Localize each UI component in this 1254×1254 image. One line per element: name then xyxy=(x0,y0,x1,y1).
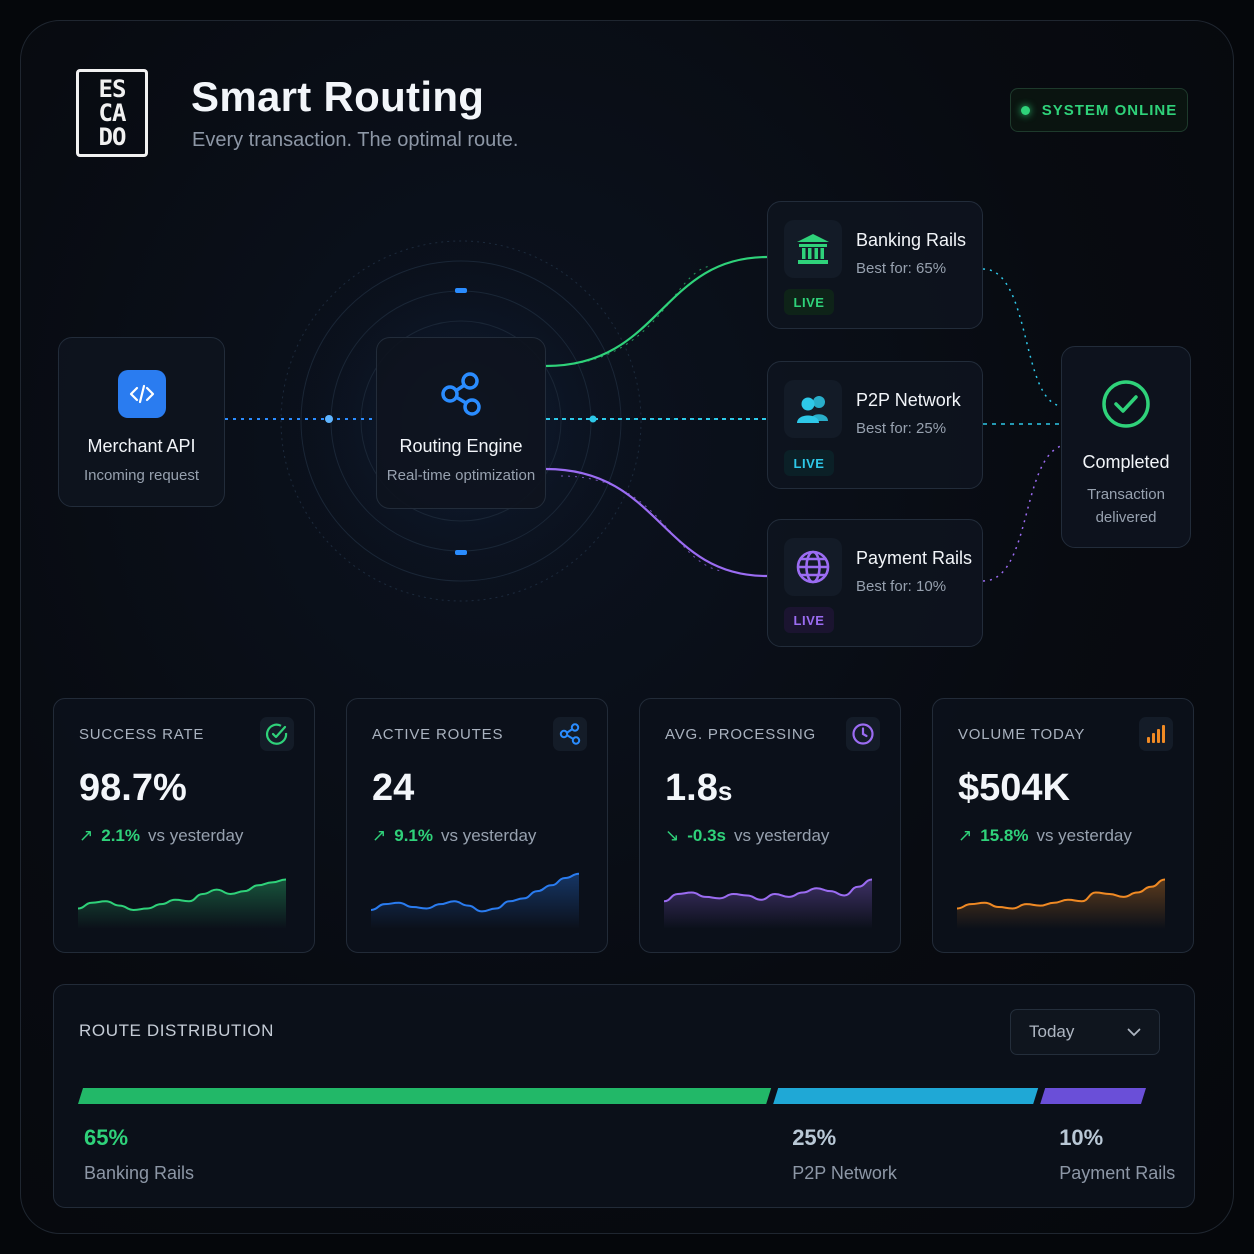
sparkline-area xyxy=(371,873,579,929)
sparkline-area xyxy=(957,879,1165,929)
engine-subtitle: Real-time optimization xyxy=(386,467,536,484)
stat-card-avg-processing[interactable]: AVG. PROCESSING 1.8s ↘ -0.3s vs yesterda… xyxy=(639,698,901,953)
bank-icon xyxy=(784,220,842,278)
rail-best-for: Best for: 25% xyxy=(856,420,947,437)
arrow-up-right-icon: ↗ xyxy=(79,826,94,845)
routing-engine-node[interactable]: Routing Engine Real-time optimization xyxy=(376,337,546,509)
segment-percent: 65% xyxy=(84,1125,129,1150)
period-select[interactable]: Today xyxy=(1010,1009,1160,1055)
segment-banking: 65% Banking Rails xyxy=(84,1125,194,1184)
stat-card-volume-today[interactable]: VOLUME TODAY $504K ↗ 15.8% vs yesterday xyxy=(932,698,1194,953)
status-text: SYSTEM ONLINE xyxy=(1041,101,1178,119)
stat-label: VOLUME TODAY xyxy=(958,726,1086,743)
globe-icon xyxy=(784,538,842,596)
segment-payment: 10% Payment Rails xyxy=(1059,1125,1175,1184)
merchant-api-node[interactable]: Merchant API Incoming request xyxy=(58,337,225,507)
sparkline-area xyxy=(78,879,286,929)
stat-label: SUCCESS RATE xyxy=(79,726,205,743)
stat-label: AVG. PROCESSING xyxy=(665,726,816,743)
check-circle-icon xyxy=(260,717,294,751)
completed-subtitle: Transaction delivered xyxy=(1087,486,1165,526)
section-title: ROUTE DISTRIBUTION xyxy=(79,1021,274,1040)
code-icon xyxy=(117,370,166,418)
page-title: Smart Routing xyxy=(191,73,485,120)
stat-delta: ↗ 15.8% vs yesterday xyxy=(958,826,1132,845)
segment-percent: 25% xyxy=(792,1125,837,1150)
bar-chart-icon xyxy=(1139,717,1173,751)
stat-delta: ↘ -0.3s vs yesterday xyxy=(665,826,830,845)
stat-delta: ↗ 2.1% vs yesterday xyxy=(79,826,244,845)
sparkline xyxy=(78,878,287,929)
segment-p2p: 25% P2P Network xyxy=(792,1125,897,1184)
stat-label: ACTIVE ROUTES xyxy=(372,726,504,743)
segment-name: Payment Rails xyxy=(1059,1163,1176,1183)
stat-delta: ↗ 9.1% vs yesterday xyxy=(372,826,537,845)
sparkline xyxy=(371,872,580,929)
arrow-up-right-icon: ↗ xyxy=(372,826,387,845)
rail-best-for: Best for: 10% xyxy=(856,578,947,595)
stat-value: $504K xyxy=(958,767,1070,809)
rail-name: P2P Network xyxy=(856,390,961,410)
distribution-bar xyxy=(78,1088,1146,1104)
check-circle-icon xyxy=(1101,379,1151,434)
engine-title: Routing Engine xyxy=(399,436,523,456)
sparkline-line xyxy=(664,878,873,903)
segment-percent: 10% xyxy=(1059,1125,1104,1150)
segment-name: P2P Network xyxy=(792,1163,897,1183)
sparkline-line xyxy=(371,872,580,913)
clock-icon xyxy=(846,717,880,751)
live-badge: LIVE xyxy=(784,607,834,633)
completed-node[interactable]: Completed Transaction delivered xyxy=(1061,346,1191,548)
rail-p2p[interactable]: P2P Network Best for: 25% LIVE xyxy=(767,361,983,489)
dashboard-frame: ES CA DO Smart Routing Every transaction. … xyxy=(20,20,1234,1234)
rail-payment[interactable]: Payment Rails Best for: 10% LIVE xyxy=(767,519,983,647)
rail-best-for: Best for: 65% xyxy=(856,260,947,277)
stat-value: 1.8s xyxy=(665,767,733,809)
arrow-up-right-icon: ↗ xyxy=(958,826,973,845)
distribution-segment xyxy=(78,1088,772,1104)
page-subtitle: Every transaction. The optimal route. xyxy=(192,129,519,151)
merchant-subtitle: Incoming request xyxy=(83,467,200,484)
live-badge: LIVE xyxy=(784,289,834,315)
distribution-segment xyxy=(773,1088,1039,1104)
sparkline-line xyxy=(957,878,1166,910)
share-nodes-icon xyxy=(437,370,485,418)
share-nodes-icon xyxy=(553,717,587,751)
rail-name: Payment Rails xyxy=(856,548,973,568)
users-icon xyxy=(784,380,842,438)
sparkline-area xyxy=(664,879,872,929)
stat-value: 98.7% xyxy=(79,767,187,809)
period-select-value: Today xyxy=(1029,1022,1075,1041)
segment-name: Banking Rails xyxy=(84,1163,195,1183)
sparkline-line xyxy=(78,878,287,911)
status-dot-icon xyxy=(1020,105,1030,115)
stat-card-success-rate[interactable]: SUCCESS RATE 98.7% ↗ 2.1% vs yesterday xyxy=(53,698,315,953)
rail-name: Banking Rails xyxy=(856,230,967,250)
distribution-segment xyxy=(1040,1088,1146,1104)
route-distribution-panel: ROUTE DISTRIBUTION Today 65% Banking Rai… xyxy=(53,984,1195,1208)
system-status-badge: SYSTEM ONLINE xyxy=(1010,88,1188,132)
sparkline xyxy=(957,878,1166,929)
completed-title: Completed xyxy=(1082,452,1170,472)
stat-card-active-routes[interactable]: ACTIVE ROUTES 24 ↗ 9.1% vs yesterday xyxy=(346,698,608,953)
chevron-down-icon xyxy=(1127,1022,1141,1042)
sparkline xyxy=(664,878,873,929)
arrow-down-right-icon: ↘ xyxy=(665,826,680,845)
rail-banking[interactable]: Banking Rails Best for: 65% LIVE xyxy=(767,201,983,329)
merchant-title: Merchant API xyxy=(87,436,196,456)
stat-value: 24 xyxy=(372,767,415,809)
brand-logo: ES CA DO xyxy=(76,69,148,157)
live-badge: LIVE xyxy=(784,450,834,476)
